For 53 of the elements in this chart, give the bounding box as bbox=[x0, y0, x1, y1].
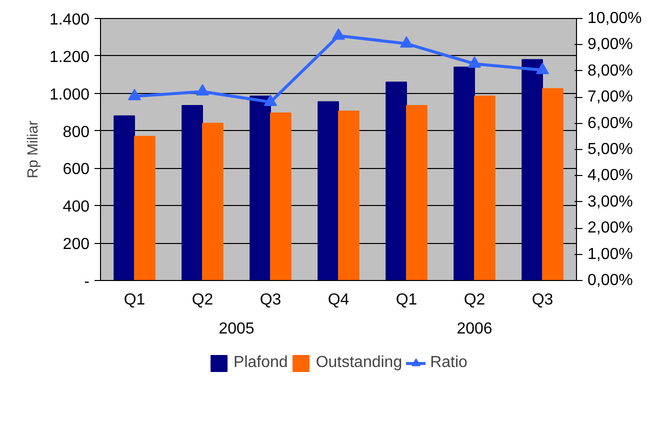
y2-tick-label: 5,00% bbox=[588, 141, 633, 158]
bar bbox=[454, 66, 475, 280]
y2-tick-label: 8,00% bbox=[588, 62, 633, 80]
text: 2005 bbox=[218, 320, 254, 338]
y-tick-label: 1.400 bbox=[49, 12, 90, 28]
y-tick-label: 800 bbox=[62, 124, 90, 141]
x-tick-label: Q3 bbox=[532, 292, 554, 308]
y-tick-label: 400 bbox=[62, 198, 90, 216]
y2-tick-label: 0,00% bbox=[588, 272, 633, 289]
x-tick-label: Q2 bbox=[464, 292, 486, 308]
x-tick-label: Q2 bbox=[192, 292, 214, 308]
bar bbox=[406, 105, 428, 280]
legend-label: Ratio bbox=[430, 354, 468, 372]
legend-label: Outstanding bbox=[316, 354, 402, 372]
bar bbox=[134, 136, 156, 280]
bar bbox=[522, 59, 543, 280]
y2-tick-label: 6,00% bbox=[588, 114, 633, 132]
y-tick-label: 200 bbox=[62, 236, 90, 254]
bar bbox=[386, 82, 407, 280]
bar bbox=[250, 96, 271, 280]
y2-tick-label: 7,00% bbox=[588, 88, 633, 106]
y-axis-title: Rp Miliar bbox=[25, 120, 42, 178]
y-tick-label: 1.000 bbox=[49, 86, 90, 104]
y2-tick-label: 10,00% bbox=[588, 10, 642, 27]
bar bbox=[338, 110, 360, 280]
x-tick-label: Q1 bbox=[396, 292, 418, 308]
point bbox=[128, 88, 141, 100]
x-tick-label: Q3 bbox=[260, 292, 282, 308]
y2-tick-label: 2,00% bbox=[588, 220, 633, 237]
bar bbox=[114, 115, 135, 280]
bar bbox=[474, 96, 496, 280]
y2-tick-label: 3,00% bbox=[588, 193, 633, 210]
bar bbox=[202, 122, 224, 280]
point bbox=[264, 94, 277, 106]
y-tick-label: - bbox=[84, 274, 90, 290]
bar bbox=[182, 105, 203, 280]
point bbox=[468, 56, 481, 68]
point bbox=[332, 28, 345, 40]
legend-label: Plafond bbox=[234, 354, 288, 372]
point bbox=[400, 36, 413, 48]
y2-tick-label: 9,00% bbox=[588, 36, 633, 54]
y-tick-label: 1.200 bbox=[49, 48, 90, 66]
bar bbox=[542, 88, 564, 280]
x-tick-label: Q4 bbox=[328, 292, 350, 308]
point bbox=[536, 62, 549, 74]
bar bbox=[318, 101, 339, 280]
x-tick-label: Q1 bbox=[124, 292, 146, 308]
point bbox=[196, 84, 209, 96]
bar bbox=[270, 112, 292, 280]
y-tick-label: 600 bbox=[62, 161, 90, 178]
y2-tick-label: 4,00% bbox=[588, 167, 633, 184]
text: 2006 bbox=[456, 320, 492, 338]
y2-tick-label: 1,00% bbox=[588, 246, 633, 263]
